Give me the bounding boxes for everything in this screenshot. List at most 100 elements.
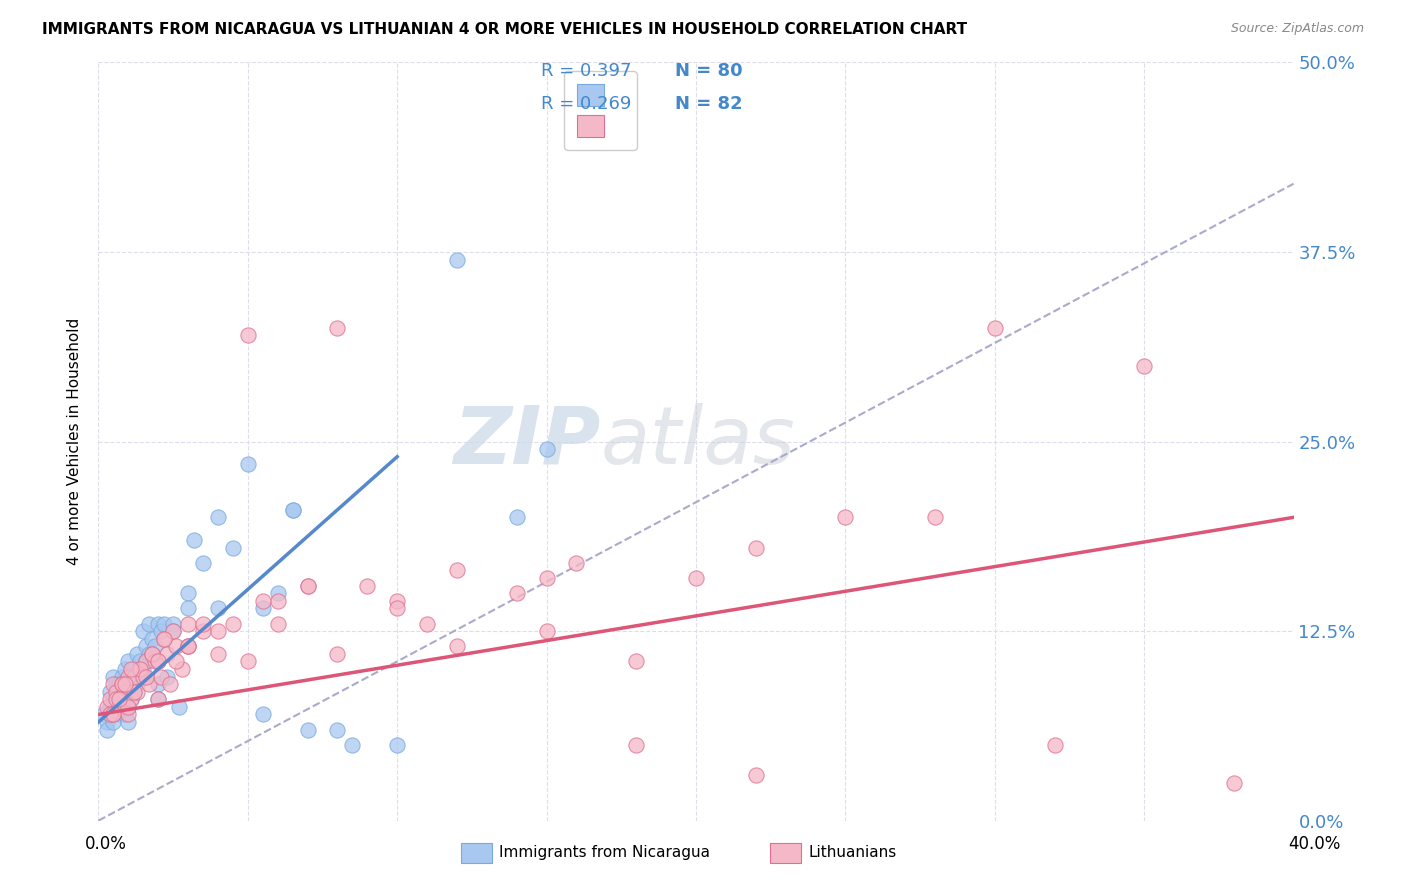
Point: [124, 685, 146, 699]
Point: [117, 699, 139, 714]
Point: [120, 669, 142, 683]
Point: [177, 586, 200, 600]
Point: [191, 616, 214, 631]
Text: R = 0.397: R = 0.397: [541, 62, 631, 80]
Point: [117, 715, 139, 730]
Point: [326, 320, 349, 334]
Point: [98, 707, 122, 722]
Point: [111, 677, 134, 691]
Point: [143, 639, 166, 653]
Point: [98, 707, 122, 722]
Point: [536, 571, 558, 585]
Point: [129, 662, 152, 676]
Point: [167, 699, 190, 714]
Point: [236, 457, 259, 471]
Point: [626, 655, 648, 669]
Point: [297, 579, 319, 593]
Point: [98, 699, 122, 714]
Point: [138, 616, 160, 631]
Text: Immigrants from Nicaragua: Immigrants from Nicaragua: [499, 846, 710, 860]
Point: [162, 624, 184, 639]
Point: [127, 685, 149, 699]
Point: [105, 685, 128, 699]
Point: [105, 692, 128, 706]
Point: [135, 669, 157, 683]
Point: [108, 707, 131, 722]
Point: [135, 655, 157, 669]
Point: [135, 639, 157, 653]
Point: [135, 655, 157, 669]
Point: [96, 723, 118, 737]
Point: [536, 442, 558, 457]
Point: [1043, 738, 1066, 752]
Point: [111, 669, 134, 683]
Point: [96, 715, 118, 730]
Point: [108, 677, 131, 691]
Point: [124, 669, 146, 683]
Point: [191, 624, 214, 639]
Point: [984, 320, 1007, 334]
Point: [267, 616, 290, 631]
Point: [177, 601, 200, 615]
Point: [114, 662, 136, 676]
Point: [191, 556, 214, 570]
Point: [745, 541, 768, 555]
Point: [141, 647, 163, 661]
Point: [93, 707, 115, 722]
Point: [108, 699, 131, 714]
Point: [120, 692, 142, 706]
Point: [153, 632, 176, 646]
Point: [148, 692, 170, 706]
Point: [124, 662, 146, 676]
Point: [103, 692, 125, 706]
Point: [114, 707, 136, 722]
Text: IMMIGRANTS FROM NICARAGUA VS LITHUANIAN 4 OR MORE VEHICLES IN HOUSEHOLD CORRELAT: IMMIGRANTS FROM NICARAGUA VS LITHUANIAN …: [42, 22, 967, 37]
Point: [177, 639, 200, 653]
Point: [98, 692, 122, 706]
Point: [156, 647, 179, 661]
Point: [111, 699, 134, 714]
Point: [156, 669, 179, 683]
Legend:  ,  : ,: [564, 71, 637, 150]
Point: [103, 715, 125, 730]
Point: [506, 586, 529, 600]
Point: [416, 616, 439, 631]
Point: [120, 692, 142, 706]
Point: [150, 669, 173, 683]
Point: [150, 624, 173, 639]
Point: [103, 707, 125, 722]
Point: [148, 655, 170, 669]
Point: [111, 699, 134, 714]
Point: [162, 624, 184, 639]
Point: [129, 655, 152, 669]
Point: [114, 707, 136, 722]
Text: Source: ZipAtlas.com: Source: ZipAtlas.com: [1230, 22, 1364, 36]
Text: 0.0%: 0.0%: [84, 835, 127, 853]
Point: [127, 677, 149, 691]
Point: [108, 692, 131, 706]
Y-axis label: 4 or more Vehicles in Household: 4 or more Vehicles in Household: [67, 318, 83, 566]
Point: [132, 669, 155, 683]
Point: [385, 601, 409, 615]
Point: [834, 510, 856, 524]
Text: Lithuanians: Lithuanians: [808, 846, 897, 860]
Point: [96, 699, 118, 714]
Text: ZIP: ZIP: [453, 402, 600, 481]
Point: [159, 677, 181, 691]
Point: [685, 571, 707, 585]
Point: [132, 662, 155, 676]
Point: [103, 707, 125, 722]
Point: [236, 655, 259, 669]
Point: [536, 624, 558, 639]
Point: [924, 510, 946, 524]
Point: [162, 616, 184, 631]
Point: [153, 616, 176, 631]
Point: [148, 677, 170, 691]
Point: [565, 556, 588, 570]
Point: [1133, 359, 1156, 373]
Point: [129, 662, 152, 676]
Point: [385, 594, 409, 608]
Point: [252, 601, 274, 615]
Point: [252, 707, 274, 722]
Point: [148, 692, 170, 706]
